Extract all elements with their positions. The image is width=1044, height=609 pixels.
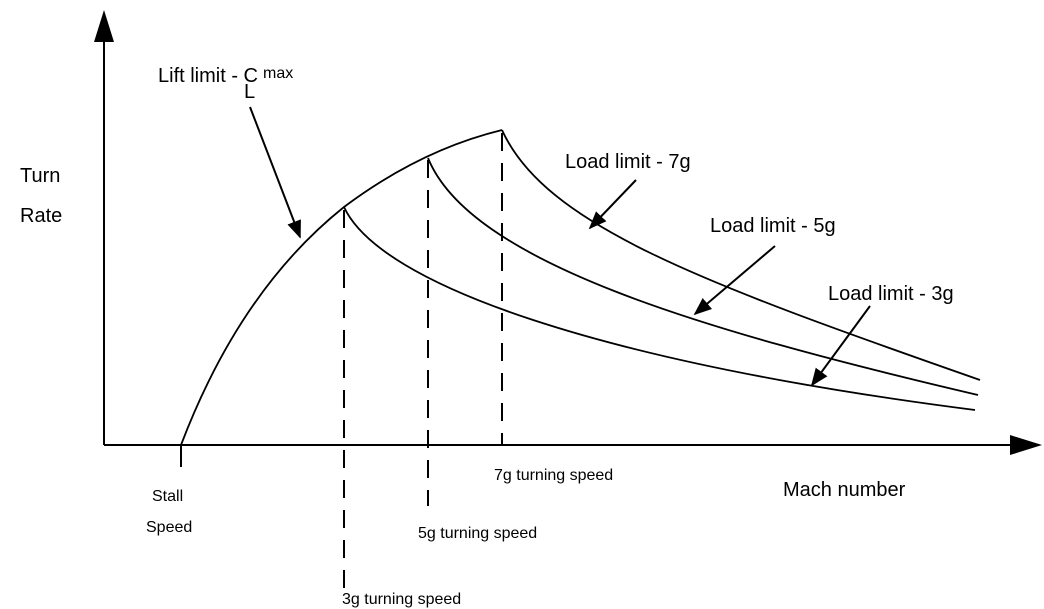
lift-subscript: L <box>244 81 255 103</box>
load-5g-curve <box>427 157 979 396</box>
stall-label: Stall <box>152 488 183 505</box>
y-axis-arrow <box>94 10 114 42</box>
load-7g-pointer <box>588 179 637 230</box>
turn-7g-label: 7g turning speed <box>494 467 613 484</box>
turn-3g-label: 3g turning speed <box>342 591 461 608</box>
y-label: Turn <box>20 165 60 187</box>
x-axis-arrow <box>1010 435 1042 455</box>
load-7g-curve <box>501 129 981 381</box>
x-label: Mach number <box>783 479 906 501</box>
lift-pointer <box>249 106 301 239</box>
lift-limit-label: Lift limit - C <box>158 65 258 87</box>
turn-5g-label: 5g turning speed <box>418 525 537 542</box>
load-5g-label: Load limit - 5g <box>710 215 836 237</box>
y-label: Rate <box>20 205 62 227</box>
stall-label: Speed <box>146 519 192 536</box>
load-5g-pointer <box>693 245 776 316</box>
load-3g-curve <box>343 206 976 411</box>
load-7g-label: Load limit - 7g <box>565 151 691 173</box>
load-3g-label: Load limit - 3g <box>828 283 954 305</box>
load-3g-pointer <box>810 305 871 387</box>
lift-limit-curve <box>180 129 503 446</box>
lift-max: max <box>263 65 293 82</box>
